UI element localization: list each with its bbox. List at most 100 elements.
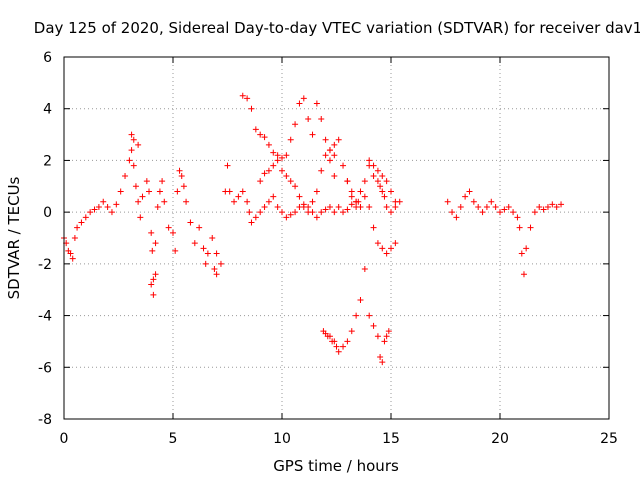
data-point [279,167,285,174]
data-point [357,188,364,195]
data-point [348,201,355,208]
data-point [152,240,159,247]
data-point [213,271,220,278]
data-point [370,224,377,231]
data-point [135,198,142,205]
data-point [305,116,312,123]
data-point [510,209,517,216]
data-point [170,229,176,236]
data-point [383,178,390,185]
data-point [279,154,285,161]
data-point [128,131,135,138]
data-point [270,162,277,169]
chart-title: Day 125 of 2020, Sidereal Day-to-day VTE… [34,19,640,37]
data-point [361,178,368,185]
data-point [152,271,159,278]
data-point [235,193,242,200]
data-point [392,203,399,210]
data-point [135,141,142,148]
y-tick-label: -8 [38,412,52,428]
data-point [87,209,94,216]
data-point [148,281,155,288]
data-point [470,198,477,205]
data-point [139,193,146,200]
data-point [383,333,390,340]
data-point [392,240,399,247]
data-point [374,240,381,247]
data-point [335,203,342,210]
data-point [318,209,325,216]
data-point [361,193,368,200]
data-point [309,198,316,205]
data-point [322,152,329,159]
data-point [475,203,482,210]
data-point [122,172,129,179]
data-point [385,328,392,335]
data-point [497,209,503,216]
data-point [527,224,534,231]
y-tick-label: 4 [43,102,52,118]
data-point [344,206,351,213]
data-point [381,338,388,345]
data-point [344,338,351,345]
data-point [261,203,268,210]
data-point [130,136,137,143]
data-point [261,170,268,177]
data-point [370,172,377,179]
data-point [370,322,377,329]
data-point [536,203,543,210]
data-point [501,206,508,213]
data-point [444,198,451,205]
data-point [287,136,294,143]
data-point [191,240,198,247]
data-point [370,162,377,169]
data-point [377,353,384,360]
data-point [265,198,272,205]
data-point [366,312,373,319]
y-tick-label: -6 [38,360,52,376]
data-point [180,183,187,190]
data-point [69,255,76,262]
data-point [132,183,139,190]
data-point [326,203,333,210]
data-point [516,224,523,231]
data-point [244,198,251,205]
data-point [300,95,307,102]
data-point [353,198,360,205]
data-point [274,157,281,164]
data-point [244,95,251,102]
data-point [150,291,157,298]
data-point [340,209,347,216]
data-point [159,178,166,185]
data-point [224,162,231,169]
data-point [161,198,168,205]
x-tick-label: 15 [382,431,400,447]
data-point [257,209,264,216]
data-point [366,203,373,210]
data-point [174,188,181,195]
data-point [204,250,211,257]
data-point [322,206,329,213]
data-point [344,178,351,185]
data-point [379,245,386,252]
data-point [200,245,207,252]
data-point [326,157,333,164]
data-point [492,203,499,210]
data-point [553,203,560,210]
data-point [300,203,307,210]
data-point [130,162,137,169]
data-point [292,121,299,128]
data-point [226,188,233,195]
data-point [353,312,360,319]
data-point [196,224,203,231]
y-tick-label: 2 [43,153,52,169]
x-tick-label: 25 [600,431,618,447]
data-point [374,333,381,340]
data-point [348,328,355,335]
data-point [449,209,456,216]
data-point [318,167,325,174]
data-point [117,188,124,195]
y-tick-label: 6 [43,50,52,66]
data-point [202,260,209,267]
